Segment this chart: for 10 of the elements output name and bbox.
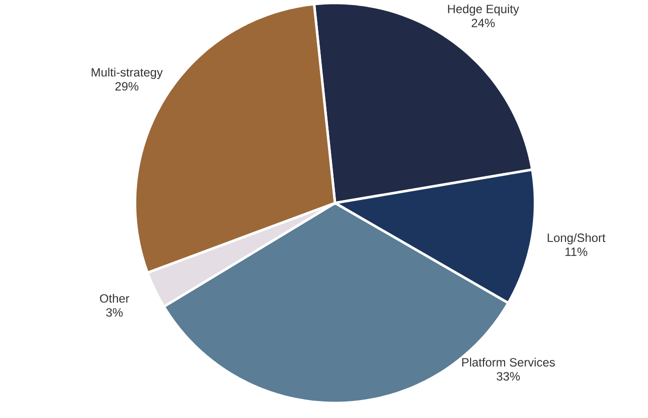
data-label: 29% (115, 82, 138, 91)
data-label: 33% (496, 372, 520, 381)
slice-label: Hedge Equity (448, 4, 520, 16)
data-label: 3% (106, 308, 123, 317)
slice-label: Long/Short (548, 233, 606, 244)
slice-label: Other (100, 294, 130, 303)
data-label: 24% (472, 18, 495, 28)
slice-label: Multi-strategy (92, 68, 163, 79)
data-label: 11% (565, 248, 588, 256)
slice-label: Platform Services (462, 358, 555, 367)
